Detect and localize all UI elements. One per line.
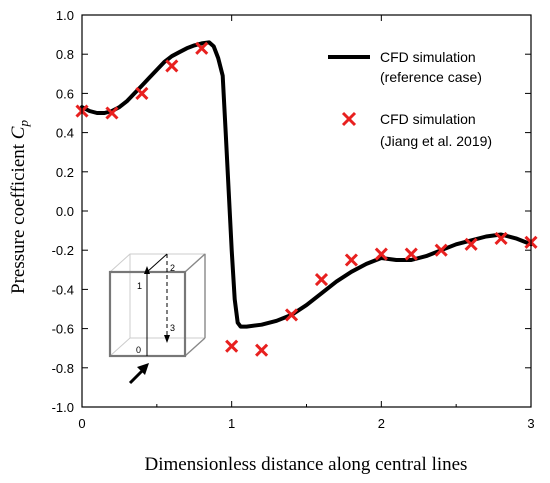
y-axis-title-symbol: C — [8, 126, 29, 139]
legend-marker-swatch — [341, 111, 357, 127]
y-tick-label: 0.4 — [56, 126, 74, 141]
jiang-2019-marker — [255, 343, 269, 357]
x-axis-title: Dimensionless distance along central lin… — [145, 454, 468, 475]
jiang-2019-marker — [344, 253, 358, 267]
jiang-2019-marker — [165, 59, 179, 73]
legend-label-reference-line2: (reference case) — [380, 69, 482, 85]
legend-label-jiang-line2: (Jiang et al. 2019) — [380, 133, 492, 149]
series-reference-case — [80, 40, 533, 329]
y-tick-label: -0.8 — [52, 361, 74, 376]
jiang-2019-marker — [404, 247, 418, 261]
inset-building-diagram: 0 1 2 3 — [108, 253, 207, 385]
inset-label-0: 0 — [136, 345, 141, 355]
wind-arrow — [128, 368, 145, 385]
inset-label-3: 3 — [170, 323, 175, 333]
jiang-2019-marker — [434, 243, 448, 257]
y-tick-label: 0.2 — [56, 165, 74, 180]
y-tick-label: -0.4 — [52, 282, 74, 297]
reference-case-line — [80, 40, 533, 329]
jiang-2019-marker — [314, 273, 329, 287]
jiang-2019-marker — [494, 231, 508, 246]
plot-frame — [81, 14, 532, 408]
jiang-2019-marker — [135, 86, 149, 100]
legend-label-jiang-line1: CFD simulation — [380, 111, 476, 127]
x-tick-label: 1 — [228, 416, 235, 431]
legend: CFD simulation (reference case) CFD simu… — [328, 49, 492, 149]
x-tick-label: 3 — [527, 416, 534, 431]
jiang-2019-marker — [464, 237, 478, 251]
y-tick-label: 0.8 — [56, 47, 74, 62]
y-axis-title: Pressure coefficient Cp — [8, 120, 31, 294]
jiang-2019-marker — [374, 247, 388, 261]
inset-label-1: 1 — [137, 281, 142, 291]
wind-arrow-head — [137, 363, 149, 375]
y-axis-title-prefix: Pressure coefficient — [8, 139, 29, 294]
y-tick-label: -1.0 — [52, 400, 74, 415]
y-tick-label: -0.6 — [52, 322, 74, 337]
tick-labels: 0 1 2 3 1.0 0.8 0.6 0.4 0.2 0.0 -0.2 -0.4 -0.6 -0.8 -1… — [52, 8, 535, 431]
y-tick-label: 0.0 — [56, 204, 74, 219]
x-tick-label: 2 — [378, 416, 385, 431]
jiang-2019-marker — [284, 308, 299, 322]
legend-label-reference-line1: CFD simulation — [380, 49, 476, 65]
y-axis-title-subscript: p — [16, 120, 31, 128]
jiang-2019-marker — [105, 106, 119, 120]
series-jiang-2019 — [75, 41, 538, 357]
x-tick-label: 0 — [78, 416, 85, 431]
inset-label-2: 2 — [170, 263, 175, 273]
jiang-2019-marker — [195, 41, 209, 55]
y-tick-label: 0.6 — [56, 86, 74, 101]
jiang-2019-marker — [225, 339, 239, 353]
y-tick-label: -0.2 — [52, 243, 74, 258]
inset-path-top — [146, 253, 168, 273]
y-tick-label: 1.0 — [56, 8, 74, 23]
